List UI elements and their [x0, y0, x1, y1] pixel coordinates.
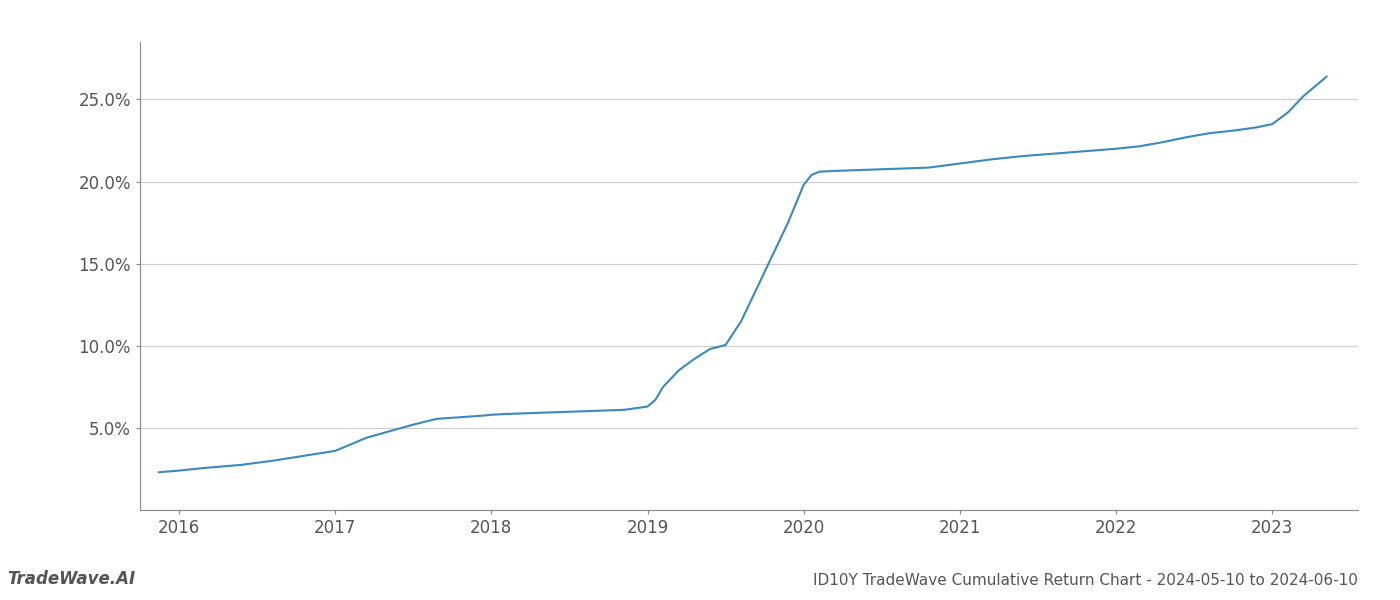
Text: ID10Y TradeWave Cumulative Return Chart - 2024-05-10 to 2024-06-10: ID10Y TradeWave Cumulative Return Chart … — [813, 573, 1358, 588]
Text: TradeWave.AI: TradeWave.AI — [7, 570, 136, 588]
